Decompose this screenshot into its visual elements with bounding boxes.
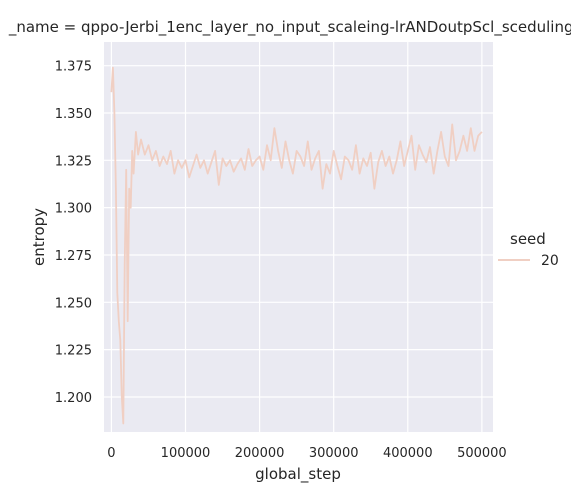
series-line-20	[110, 66, 483, 425]
x-tick-label: 300000	[309, 446, 359, 461]
y-axis-label: entropy	[30, 208, 48, 266]
x-tick-label: 0	[107, 446, 115, 461]
x-tick-label: 100000	[161, 446, 211, 461]
chart-title: _name = qppo-Jerbi_1enc_layer_no_input_s…	[8, 18, 571, 37]
series-layer	[110, 66, 483, 425]
legend-title: seed	[510, 230, 546, 248]
y-tick-label: 1.225	[55, 344, 92, 359]
y-tick-label: 1.300	[55, 202, 92, 217]
legend-entry-label: 20	[541, 253, 559, 269]
y-tick-label: 1.250	[55, 296, 92, 311]
y-tick-labels: 1.200 1.225 1.250 1.275 1.300 1.325 1.350 1.375	[55, 60, 92, 406]
plot-background	[104, 42, 493, 432]
y-tick-label: 1.350	[55, 107, 92, 122]
y-tick-label: 1.200	[55, 391, 92, 406]
y-tick-label: 1.275	[55, 249, 92, 264]
x-axis-label: global_step	[255, 465, 341, 484]
y-tick-label: 1.375	[55, 60, 92, 75]
x-tick-label: 200000	[235, 446, 285, 461]
x-tick-label: 500000	[457, 446, 507, 461]
x-tick-labels: 0 100000 200000 300000 400000 500000	[107, 446, 506, 461]
x-tick-label: 400000	[383, 446, 433, 461]
y-tick-label: 1.325	[55, 154, 92, 169]
